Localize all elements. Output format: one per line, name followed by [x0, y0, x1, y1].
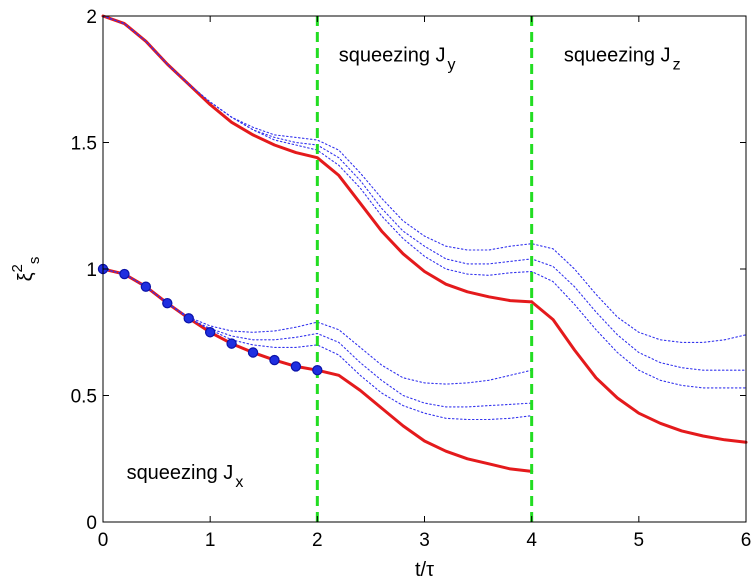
- data-marker: [226, 338, 237, 349]
- data-marker: [162, 297, 173, 309]
- annotation-subscript: z: [673, 57, 681, 74]
- data-marker: [119, 268, 130, 280]
- data-marker: [312, 365, 323, 376]
- annotation-main: squeezing J: [339, 45, 446, 67]
- dotted-series-line-5: [102, 15, 747, 389]
- dotted-series-line-6: [102, 268, 533, 385]
- markers-layer: [97, 263, 323, 376]
- data-marker: [290, 361, 302, 372]
- x-tick-label: 4: [526, 530, 537, 551]
- y-tick-label: 0: [86, 513, 97, 534]
- data-marker: [140, 281, 152, 292]
- x-tick-label: 1: [205, 530, 216, 551]
- solid-series-line-1: [530, 300, 748, 444]
- y-axis-label-subscript: s: [26, 257, 43, 265]
- data-marker: [269, 354, 280, 366]
- data-marker: [204, 327, 216, 338]
- y-axis-label: ξ2s: [9, 257, 43, 282]
- dotted-series-line-4: [102, 15, 747, 371]
- data-marker: [247, 347, 259, 358]
- y-tick-label: 1: [86, 260, 97, 281]
- x-tick-label: 2: [312, 530, 323, 551]
- y-axis-label-main: ξ: [15, 272, 37, 281]
- y-axis-label-superscript: 2: [9, 264, 26, 272]
- y-tick-label: 1.5: [71, 134, 97, 155]
- y-axis-label-text: ξ2s: [9, 257, 43, 282]
- x-tick-label: 0: [98, 530, 109, 551]
- data-marker: [183, 313, 194, 324]
- series-layer: [101, 14, 748, 473]
- x-axis-label: t/τ: [415, 559, 434, 581]
- annotation-main: squeezing J: [564, 45, 671, 67]
- dotted-series-line-3: [102, 15, 747, 343]
- ticks-layer: 0 1 2 3 4 5 6 0 0.5 1 1.5 2: [71, 7, 752, 551]
- annotation-subscript: y: [448, 57, 456, 74]
- x-tick-label: 5: [634, 530, 645, 551]
- dotted-series-line-8: [102, 268, 533, 421]
- y-tick-label: 0.5: [71, 387, 97, 408]
- vertical-lines-layer: [315, 16, 534, 522]
- x-tick-label: 6: [741, 530, 752, 551]
- axes-box: [102, 15, 747, 523]
- annotation-subscript: x: [235, 474, 243, 491]
- annotation-main: squeezing J: [127, 462, 234, 484]
- dotted-series-line-7: [102, 268, 533, 408]
- y-tick-label: 2: [86, 7, 97, 28]
- x-tick-label: 3: [419, 530, 430, 551]
